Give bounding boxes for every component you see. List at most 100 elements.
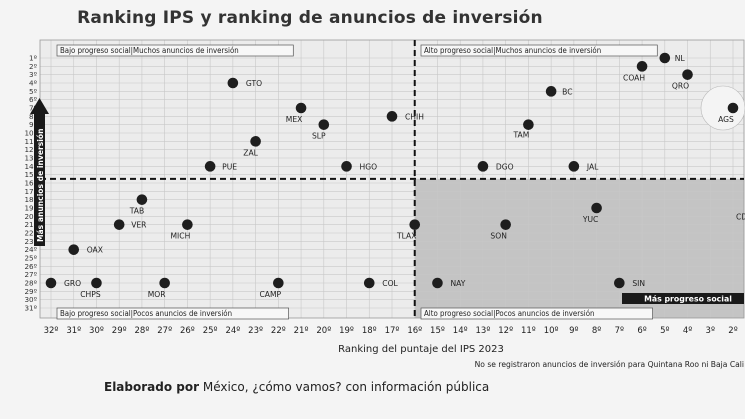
x-tick-label: 9º [569,326,578,336]
point-label-chps: CHPS [80,290,101,299]
point-camp [273,277,284,289]
point-label-nay: NAY [450,279,465,288]
quadrant-label-bottom-left: Bajo progreso social|Pocos anuncios de i… [60,309,232,318]
point-label-ags: AGS [718,115,734,124]
x-axis-title: Ranking del puntaje del IPS 2023 [338,344,504,355]
point-son [500,219,511,230]
x-tick-label: 24º [225,326,240,336]
x-tick-label: 2º [728,326,737,336]
y-tick-label: 22º [24,229,37,238]
point-label-oax: OAX [87,246,103,255]
x-tick-label: 31º [66,326,81,336]
x-tick-label: 23º [248,326,263,336]
point-jal [568,161,580,172]
y-tick-label: 25º [24,254,37,263]
point-mich [182,219,193,230]
y-tick-label: 27º [24,270,37,279]
y-tick-label: 23º [24,237,37,246]
x-tick-label: 29º [112,326,127,336]
x-tick-label: 5º [660,326,669,336]
x-tick-label: 32º [44,326,59,336]
y-tick-label: 10º [24,129,37,138]
y-tick-label: 30º [24,295,37,304]
y-tick-label: 7º [29,104,38,113]
point-label-qro: QRO [672,82,689,91]
y-tick-label: 16º [24,179,37,188]
point-bc [545,86,557,97]
point-label-nl: NL [675,54,686,63]
point-label-hgo: HGO [360,162,378,171]
x-tick-label: 12º [498,326,513,336]
point-label-tlax: TLAX [396,232,416,241]
point-mex [295,102,307,114]
point-label-jal: JAL [586,162,599,171]
x-tick-label: 11º [521,326,536,336]
x-tick-label: 22º [271,326,286,336]
x-tick-label: 21º [294,326,309,336]
y-arrow-shaft [34,113,45,246]
point-label-camp: CAMP [260,290,282,299]
y-tick-label: 19º [24,204,37,213]
x-tick-label: 28º [135,326,150,336]
point-slp [318,119,330,130]
y-tick-label: 13º [24,154,37,163]
x-tick-label: 18º [362,326,377,336]
y-tick-label: 18º [24,195,37,204]
y-tick-label: 14º [24,162,37,171]
y-tick-label: 4º [29,79,38,88]
x-tick-label: 27º [157,326,172,336]
y-tick-label: 5º [29,87,38,96]
y-tick-label: 12º [24,145,37,154]
x-tick-label: 13º [476,326,491,336]
footer-credit: Elaborado por México, ¿cómo vamos? con i… [104,380,489,394]
y-tick-label: 17º [24,187,37,196]
point-label-slp: SLP [312,132,326,141]
y-tick-label: 29º [24,287,37,296]
point-ags [727,102,739,114]
x-tick-label: 25º [203,326,218,336]
x-tick-label: 19º [339,326,354,336]
point-label-yuc: YUC [582,215,599,224]
quadrant-label-bottom-right-box [420,307,653,320]
point-label-sin: SIN [632,279,645,288]
x-tick-label: 30º [89,326,104,336]
y-tick-label: 20º [24,212,37,221]
point-gro [45,277,57,289]
point-label-coah: COAH [623,73,645,82]
point-label-cd: CD [736,212,745,221]
point-label-mich: MICH [170,232,190,241]
y-tick-label: 15º [24,170,37,179]
y-tick-label: 9º [29,120,38,129]
point-col [363,277,375,289]
x-tick-label: 16º [407,326,422,336]
y-tick-label: 8º [29,112,38,121]
point-label-chih: CHIH [405,112,424,121]
point-nay [432,277,443,289]
footer-credit-rest: México, ¿cómo vamos? con información púb… [199,380,490,394]
point-label-col: COL [382,279,398,288]
x-tick-label: 4º [683,326,692,336]
x-tick-label: 26º [180,326,195,336]
y-tick-label: 11º [24,137,37,146]
point-coah [636,61,648,72]
quadrant-label-bottom-left-box [56,307,289,320]
point-label-dgo: DGO [496,162,514,171]
x-tick-label: 10º [544,326,559,336]
x-arrow-shaft [622,293,744,304]
x-tick-label: 8º [592,326,601,336]
x-tick-label: 15º [430,326,445,336]
point-label-gro: GRO [64,279,81,288]
quadrant-label-top-left: Bajo progreso social|Muchos anuncios de … [60,46,239,55]
point-ver [113,219,125,230]
point-label-zal: ZAL [243,148,258,157]
point-label-gto: GTO [246,79,262,88]
point-label-mor: MOR [148,290,167,299]
x-tick-label: 14º [453,326,468,336]
point-chps [91,277,102,289]
footer-credit-bold: Elaborado por [104,380,200,394]
footnote: No se registraron anuncios de inversión … [475,360,744,369]
quadrant-label-top-right-box [420,44,658,57]
quadrant-label-bottom-right: Alto progreso social|Pocos anuncios de i… [424,309,594,318]
point-tlax [409,219,421,230]
